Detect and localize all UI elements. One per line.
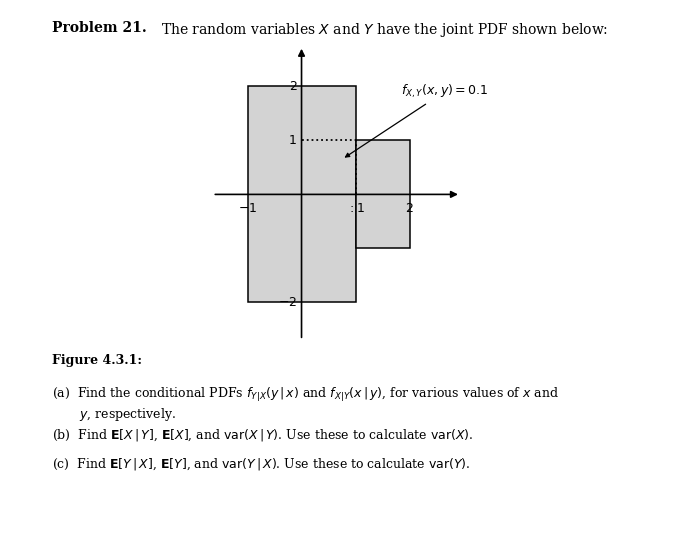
Text: $:1$: $:1$ — [347, 202, 364, 215]
Text: (c)  Find $\mathbf{E}[Y\,|\,X]$, $\mathbf{E}[Y]$, and $\mathrm{var}(Y\,|\,X)$. U: (c) Find $\mathbf{E}[Y\,|\,X]$, $\mathbf… — [52, 456, 470, 472]
Bar — [247, 86, 356, 302]
Text: (b)  Find $\mathbf{E}[X\,|\,Y]$, $\mathbf{E}[X]$, and $\mathrm{var}(X\,|\,Y)$. U: (b) Find $\mathbf{E}[X\,|\,Y]$, $\mathbf… — [52, 427, 473, 443]
Text: (a)  Find the conditional PDFs $f_{Y|X}(y\,|\,x)$ and $f_{X|Y}(x\,|\,y)$, for va: (a) Find the conditional PDFs $f_{Y|X}(y… — [52, 386, 559, 404]
Text: $2$: $2$ — [405, 202, 414, 215]
Text: $y$, respectively.: $y$, respectively. — [79, 406, 176, 423]
Text: $-1$: $-1$ — [238, 202, 257, 215]
Text: $f_{X,Y}(x,y) = 0.1$: $f_{X,Y}(x,y) = 0.1$ — [346, 83, 489, 157]
Bar — [356, 140, 409, 248]
Text: $1$: $1$ — [289, 134, 297, 147]
Text: $2$: $2$ — [289, 80, 297, 93]
Text: Figure 4.3.1:: Figure 4.3.1: — [52, 354, 142, 367]
Text: $-2$: $-2$ — [278, 296, 297, 309]
Text: The random variables $X$ and $Y$ have the joint PDF shown below:: The random variables $X$ and $Y$ have th… — [161, 21, 609, 38]
Text: Problem 21.: Problem 21. — [52, 21, 146, 35]
